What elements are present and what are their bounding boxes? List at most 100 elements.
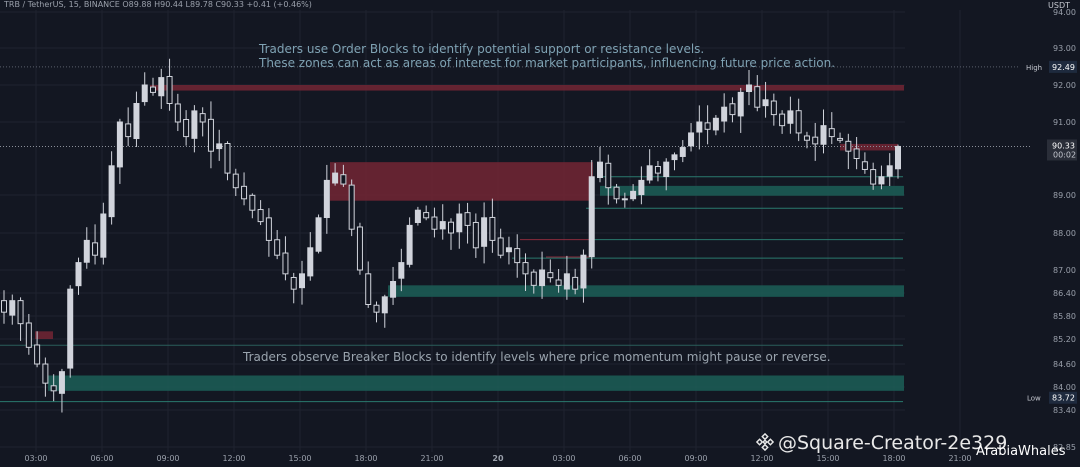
candle-bear [795, 110, 802, 134]
time-tick-label: 15:00 [816, 454, 839, 463]
zone-bullish [388, 285, 904, 297]
candle-bear [224, 143, 231, 174]
candle-bull [216, 143, 223, 150]
candle-bear [489, 216, 496, 241]
price-tick-label: 83.40 [1053, 406, 1076, 415]
price-axis[interactable]: 94.00 93.00 92.00 91.00 89.00 88.00 87.00 86.40… [1026, 8, 1077, 452]
candle-bear [174, 103, 181, 123]
breaker-blocks-note: Traders observe Breaker Blocks to identi… [243, 350, 831, 364]
candle-bear [555, 279, 562, 286]
candle-bull [58, 371, 65, 394]
candle-bear [464, 212, 471, 226]
high-badge [1049, 60, 1077, 73]
candle-bull [100, 213, 107, 258]
candle-bear [845, 140, 852, 152]
candle-bull [133, 103, 140, 140]
candle-bull [688, 132, 695, 147]
candle-bull [414, 209, 421, 224]
candle-bull [646, 165, 653, 181]
symbol-header: TRB / TetherUS, 15, BINANCE O89.88 H90.4… [4, 0, 312, 9]
candle-bull [505, 247, 512, 253]
candle-bull [191, 110, 198, 139]
candle-bull [878, 176, 885, 185]
candle-bear [34, 344, 41, 365]
candle-bear [340, 174, 347, 185]
time-tick-label: 06:00 [90, 454, 113, 463]
price-tick-label: 93.00 [1053, 44, 1076, 53]
order-blocks-note-line1: Traders use Order Blocks to identify pot… [259, 42, 705, 56]
candle-bull [679, 147, 686, 157]
candle-bull [539, 269, 546, 287]
price-tick-label: 84.60 [1053, 360, 1076, 369]
countdown-label: 00:02 [1053, 150, 1076, 159]
candle-bull [663, 161, 670, 178]
watermark-secondary: ArabiaWhales [976, 444, 1066, 459]
price-tick-label: 88.00 [1053, 229, 1076, 238]
candle-bull [563, 273, 570, 290]
candle-bear [249, 194, 256, 211]
currency-label[interactable]: USDT [1048, 1, 1070, 10]
candle-bear [770, 100, 777, 116]
candle-bear [870, 169, 877, 185]
time-tick-label: 21:00 [948, 454, 971, 463]
candle-bull [762, 99, 769, 107]
candle-bull [671, 154, 678, 161]
candle-bear [654, 165, 661, 174]
zone-bearish [150, 85, 904, 91]
binance-logo-icon [756, 433, 774, 451]
zone-bearish [35, 331, 53, 339]
candle-bull [75, 262, 82, 287]
time-tick-label: 21:00 [420, 454, 443, 463]
zone-bullish [600, 185, 904, 196]
candle-bear [50, 385, 57, 392]
candle-bull [299, 273, 305, 289]
candle-bear [754, 86, 761, 108]
candle-bull [158, 77, 165, 97]
price-tick-label: 82.85 [1053, 443, 1076, 452]
high-marker-label: High [1026, 64, 1042, 72]
time-tick-label: 20 [492, 454, 504, 463]
candle-bull [580, 254, 587, 289]
time-axis[interactable]: 03:00 06:00 09:00 12:00 15:00 18:00 21:00 20 03:… [24, 454, 971, 463]
candle-bull [895, 145, 901, 170]
time-tick-label: 06:00 [618, 454, 641, 463]
candle-bull [638, 179, 645, 196]
candle-bull [141, 84, 148, 103]
candle-bear [547, 272, 554, 279]
candle-bear [448, 221, 454, 234]
candle-bear [183, 118, 190, 138]
candle-bear [729, 103, 736, 116]
candle-bear [166, 76, 173, 105]
time-tick-label: 15:00 [288, 454, 311, 463]
candle-bull [323, 179, 330, 219]
candle-bull [398, 262, 405, 279]
candle-bull [737, 91, 744, 117]
price-tick-label: 84.00 [1053, 383, 1076, 392]
candle-bull [116, 121, 123, 168]
candle-bull [307, 247, 314, 277]
zone-bearish [840, 143, 898, 151]
low-badge [1049, 391, 1077, 404]
candle-bear [704, 122, 711, 130]
candle-bull [481, 217, 488, 247]
candle-bull [83, 239, 90, 263]
candle-bull [439, 221, 446, 230]
time-tick-label: 18:00 [882, 454, 905, 463]
candle-bear [125, 123, 132, 138]
candle-bull [588, 176, 595, 258]
candle-bear [17, 300, 24, 325]
candle-bear [373, 304, 380, 313]
candle-bear [241, 185, 248, 200]
candle-bear [497, 237, 504, 256]
zones [35, 85, 904, 391]
candle-bear [42, 363, 49, 384]
time-tick-label: 09:00 [684, 454, 707, 463]
time-tick-label: 12:00 [222, 454, 245, 463]
price-tick-label: 91.00 [1053, 118, 1076, 127]
candle-bear [472, 221, 479, 249]
price-tick-label: 85.20 [1053, 335, 1076, 344]
candle-bull [315, 217, 322, 252]
candle-bear [803, 135, 810, 141]
candle-bull [406, 224, 413, 265]
